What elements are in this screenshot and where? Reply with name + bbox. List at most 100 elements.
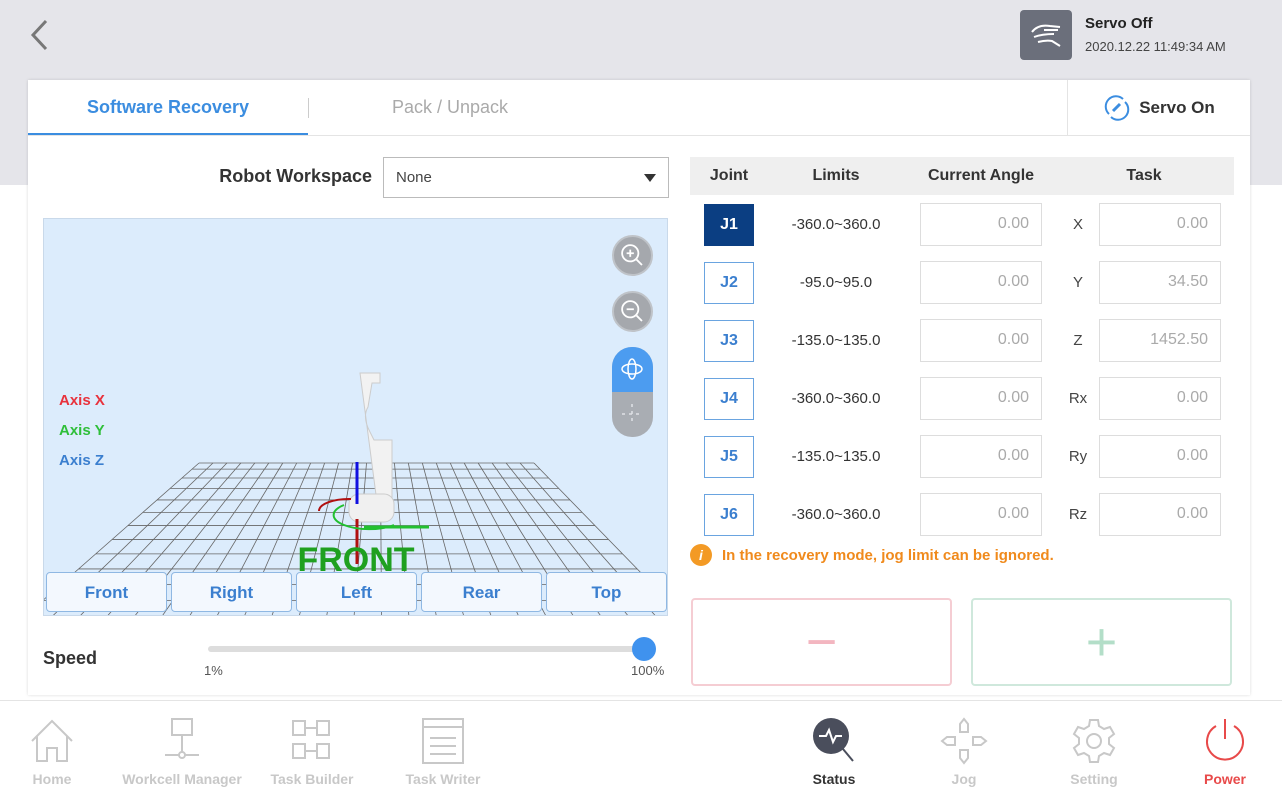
view-front-button[interactable]: Front (46, 572, 167, 612)
current-angle-field[interactable]: 0.00 (920, 435, 1042, 478)
task-value-field[interactable]: 34.50 (1099, 261, 1221, 304)
workcell-icon (165, 718, 199, 759)
zoom-out-icon[interactable] (612, 291, 653, 332)
servo-on-label: Servo On (1139, 97, 1215, 117)
joint-button[interactable]: J2 (704, 262, 754, 304)
view-right-button[interactable]: Right (171, 572, 292, 612)
joint-row: J6 -360.0~360.0 0.00 Rz 0.00 (690, 493, 1234, 537)
task-axis-label: X (1072, 216, 1083, 233)
speed-slider-handle[interactable] (632, 637, 656, 661)
current-angle-field[interactable]: 0.00 (920, 377, 1042, 420)
hand-icon (1020, 10, 1072, 60)
nav-jog[interactable]: Jog (899, 716, 1029, 787)
status-icon (813, 718, 854, 762)
current-angle-field[interactable]: 0.00 (920, 261, 1042, 304)
nav-label: Power (1203, 771, 1246, 787)
joint-row: J5 -135.0~135.0 0.00 Ry 0.00 (690, 435, 1234, 479)
current-angle-field[interactable]: 0.00 (920, 493, 1042, 536)
joint-limits: -95.0~95.0 (799, 274, 873, 291)
zoom-in-icon[interactable] (612, 235, 653, 276)
joint-button[interactable]: J1 (704, 204, 754, 246)
nav-power[interactable]: Power (1160, 716, 1282, 787)
joint-button[interactable]: J6 (704, 494, 754, 536)
nav-label: Jog (951, 771, 977, 787)
back-chevron-icon[interactable] (26, 18, 56, 52)
tab-divider (308, 98, 309, 118)
speed-min: 1% (204, 663, 223, 678)
servo-on-button[interactable]: Servo On (1067, 80, 1250, 135)
header-joint: Joint (709, 167, 749, 184)
task-value-field[interactable]: 0.00 (1099, 203, 1221, 246)
current-angle-field[interactable]: 0.00 (920, 203, 1042, 246)
robot-3d-viewer[interactable]: FRONT Axis X Axis Y Axis Z Front Right L… (43, 218, 668, 616)
task-axis-label: Ry (1068, 448, 1088, 465)
servo-status: Servo Off (1085, 15, 1153, 32)
speed-slider-track[interactable] (208, 646, 656, 652)
joint-limits: -360.0~360.0 (791, 216, 881, 233)
nav-home[interactable]: Home (0, 716, 117, 787)
view-mode-toggle (612, 347, 653, 437)
workspace-value: None (396, 169, 432, 186)
home-icon (31, 719, 73, 762)
joint-button[interactable]: J4 (704, 378, 754, 420)
tab-pack-unpack[interactable]: Pack / Unpack (391, 97, 509, 117)
nav-status[interactable]: Status (769, 716, 899, 787)
task-axis-label: Rz (1068, 506, 1088, 523)
header-limits: Limits (812, 167, 860, 184)
warning-text: In the recovery mode, jog limit can be i… (722, 546, 1054, 564)
timestamp: 2020.12.22 11:49:34 AM (1085, 39, 1226, 54)
robot-base (348, 493, 395, 523)
power-icon (1206, 719, 1244, 761)
axis-y-label: Axis Y (59, 422, 105, 439)
rotation-ring (317, 497, 352, 512)
joint-button[interactable]: J5 (704, 436, 754, 478)
task-value-field[interactable]: 1452.50 (1099, 319, 1221, 362)
joint-limits: -360.0~360.0 (791, 390, 881, 407)
axis-z-label: Axis Z (59, 452, 105, 469)
nav-label: Home (32, 771, 72, 787)
nav-setting[interactable]: Setting (1029, 716, 1159, 787)
robot-arm (359, 372, 393, 511)
task-value-field[interactable]: 0.00 (1099, 435, 1221, 478)
pan-icon[interactable] (612, 392, 653, 437)
joint-table-header: Joint Limits Current Angle Task (690, 157, 1234, 195)
rotate-icon[interactable] (612, 347, 653, 392)
view-left-button[interactable]: Left (296, 572, 417, 612)
nav-task-writer[interactable]: Task Writer (378, 716, 508, 787)
info-icon: i (690, 544, 712, 566)
joint-row: J1 -360.0~360.0 0.00 X 0.00 (690, 203, 1234, 247)
servo-link-icon (1104, 94, 1130, 121)
joint-row: J2 -95.0~95.0 0.00 Y 34.50 (690, 261, 1234, 305)
speed-label: Speed (43, 648, 98, 668)
task-axis-label: Y (1072, 274, 1083, 291)
view-top-button[interactable]: Top (546, 572, 667, 612)
nav-label: Setting (1070, 771, 1118, 787)
task-value-field[interactable]: 0.00 (1099, 377, 1221, 420)
view-rear-button[interactable]: Rear (421, 572, 542, 612)
joint-limits: -135.0~135.0 (791, 332, 881, 349)
joint-limits: -135.0~135.0 (791, 448, 881, 465)
tab-software-recovery[interactable]: Software Recovery (28, 80, 308, 136)
workspace-select[interactable]: None (383, 157, 669, 198)
jog-minus-button[interactable]: − (691, 598, 952, 686)
tab-underline (28, 135, 1250, 136)
task-writer-icon (422, 718, 464, 764)
nav-task-builder[interactable]: Task Builder (247, 716, 377, 787)
task-value-field[interactable]: 0.00 (1099, 493, 1221, 536)
joint-button[interactable]: J3 (704, 320, 754, 362)
recovery-warning: i In the recovery mode, jog limit can be … (690, 544, 1054, 566)
nav-label: Task Writer (405, 771, 481, 787)
joint-row: J3 -135.0~135.0 0.00 Z 1452.50 (690, 319, 1234, 363)
current-angle-field[interactable]: 0.00 (920, 319, 1042, 362)
nav-workcell-manager[interactable]: Workcell Manager (117, 716, 247, 787)
view-buttons: Front Right Left Rear Top (46, 572, 667, 612)
jog-plus-button[interactable]: + (971, 598, 1232, 686)
dropdown-arrow-icon (644, 174, 656, 188)
task-axis-label: Z (1073, 332, 1083, 349)
workspace-label: Robot Workspace (219, 166, 372, 186)
joint-row: J4 -360.0~360.0 0.00 Rx 0.00 (690, 377, 1234, 421)
rotation-ring (332, 504, 395, 531)
nav-label: Workcell Manager (122, 771, 242, 787)
task-builder-icon (292, 720, 330, 759)
bottom-nav: Home Workcell Manager Task Builder Task … (0, 700, 1282, 800)
